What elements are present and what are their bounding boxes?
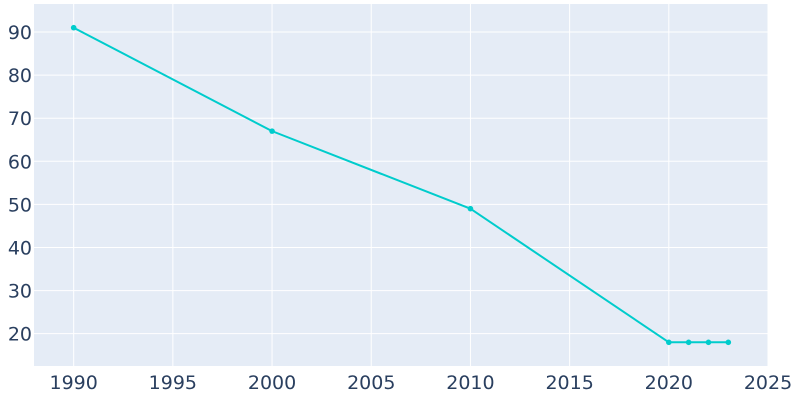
x-tick-label: 1995 bbox=[149, 372, 197, 394]
data-point bbox=[269, 128, 275, 134]
x-tick-label: 2025 bbox=[744, 372, 792, 394]
y-tick-label: 30 bbox=[8, 281, 32, 303]
grid-lines bbox=[34, 4, 769, 366]
data-point bbox=[705, 339, 712, 346]
data-point bbox=[70, 24, 77, 31]
data-point bbox=[725, 339, 732, 346]
y-tick-label: 70 bbox=[8, 108, 32, 130]
y-tick-label: 20 bbox=[8, 324, 32, 346]
data-point bbox=[685, 339, 692, 346]
data-point bbox=[666, 339, 672, 346]
y-tick-label: 80 bbox=[8, 65, 32, 87]
x-tick-label: 2000 bbox=[248, 372, 296, 394]
y-axis-tick-labels: 20 30 40 50 60 70 80 90 bbox=[8, 22, 32, 346]
y-tick-label: 90 bbox=[8, 22, 32, 44]
x-tick-label: 2015 bbox=[545, 372, 593, 394]
x-tick-label: 2005 bbox=[347, 372, 395, 394]
y-tick-label: 50 bbox=[8, 194, 32, 216]
series-marks bbox=[70, 24, 732, 346]
y-tick-label: 60 bbox=[8, 151, 32, 173]
x-axis-tick-labels: 1990 1995 2000 2005 2010 2015 2020 2025 bbox=[49, 372, 792, 394]
y-tick-label: 40 bbox=[8, 237, 32, 259]
x-tick-label: 2020 bbox=[645, 372, 693, 394]
x-tick-label: 2010 bbox=[446, 372, 494, 394]
plot-area bbox=[34, 4, 768, 366]
data-point bbox=[467, 205, 474, 212]
x-tick-label: 1990 bbox=[49, 372, 97, 394]
